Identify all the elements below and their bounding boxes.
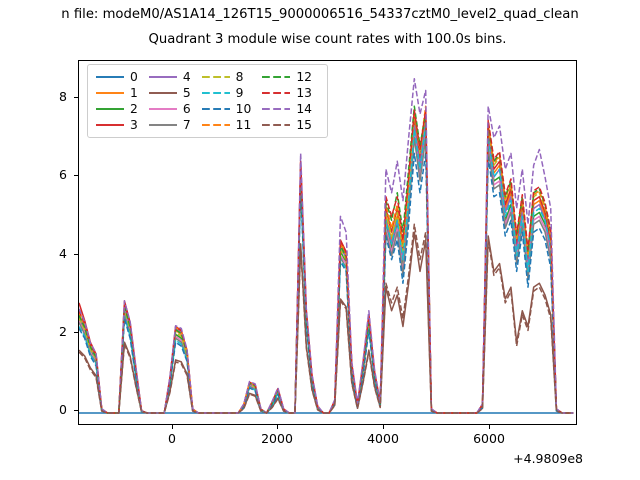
- xtick-label-4000: 4000: [367, 431, 399, 446]
- ytick-mark-8: [74, 97, 78, 99]
- legend-swatch-12: [260, 69, 292, 85]
- legend-label-12: 12: [296, 70, 312, 84]
- legend-swatch-3: [94, 117, 126, 133]
- legend-line-2: [96, 107, 124, 111]
- legend-line-7: [148, 123, 177, 127]
- legend-line-6: [148, 107, 177, 111]
- legend-label-0: 0: [130, 70, 138, 84]
- legend-swatch-4: [147, 69, 179, 85]
- legend-label-10: 10: [235, 102, 252, 116]
- legend-label-13: 13: [296, 86, 312, 100]
- legend-label-2: 2: [130, 102, 138, 116]
- ytick-label-6: 6: [59, 167, 67, 182]
- legend-label-1: 1: [130, 86, 138, 100]
- legend-label-3: 3: [130, 118, 138, 132]
- legend-line-12: [262, 75, 291, 79]
- legend-line-3: [96, 123, 124, 127]
- series-line-5: [79, 231, 574, 414]
- ytick-mark-0: [74, 410, 78, 412]
- legend-line-10: [201, 107, 230, 111]
- legend-line-4: [148, 75, 177, 79]
- legend-swatch-6: [147, 101, 179, 117]
- legend-label-6: 6: [182, 102, 191, 116]
- ytick-mark-4: [74, 254, 78, 256]
- legend-label-5: 5: [182, 86, 191, 100]
- legend-line-8: [201, 75, 230, 79]
- legend-swatch-13: [260, 85, 292, 101]
- axes-title: Quadrant 3 module wise count rates with …: [148, 32, 507, 47]
- series-line-15: [79, 223, 574, 414]
- legend-label-7: 7: [182, 118, 191, 132]
- legend-swatch-2: [94, 101, 126, 117]
- ytick-label-8: 8: [59, 89, 67, 104]
- ytick-label-2: 2: [59, 324, 67, 339]
- legend-row: 3 7 11 15: [94, 117, 321, 133]
- legend: 0 4 8 12 1 5 9 13 2 6 10 14 3 7 11 15: [87, 64, 328, 138]
- legend-label-14: 14: [296, 102, 312, 116]
- legend-label-8: 8: [235, 70, 244, 84]
- legend-row: 0 4 8 12: [94, 69, 321, 85]
- xtick-label-2000: 2000: [261, 431, 293, 446]
- legend-swatch-5: [147, 85, 179, 101]
- legend-swatch-10: [200, 101, 232, 117]
- series-line-10: [79, 152, 574, 414]
- legend-line-14: [262, 107, 291, 111]
- legend-swatch-8: [200, 69, 232, 85]
- legend-label-4: 4: [182, 70, 191, 84]
- legend-line-0: [96, 75, 124, 79]
- legend-label-11: 11: [235, 118, 252, 132]
- xtick-mark-2000: [277, 425, 279, 429]
- ytick-mark-6: [74, 175, 78, 177]
- legend-swatch-7: [147, 117, 179, 133]
- legend-swatch-9: [200, 85, 232, 101]
- legend-label-9: 9: [235, 86, 244, 100]
- legend-swatch-15: [260, 117, 292, 133]
- plot-lines: [79, 77, 574, 414]
- ytick-mark-2: [74, 332, 78, 334]
- ytick-label-0: 0: [59, 402, 67, 417]
- legend-row: 1 5 9 13: [94, 85, 321, 101]
- legend-line-13: [262, 91, 291, 95]
- legend-row: 2 6 10 14: [94, 101, 321, 117]
- legend-label-15: 15: [296, 118, 312, 132]
- legend-line-9: [201, 91, 230, 95]
- xtick-mark-4000: [383, 425, 385, 429]
- legend-swatch-1: [94, 85, 126, 101]
- ytick-label-4: 4: [59, 246, 67, 261]
- legend-table: 0 4 8 12 1 5 9 13 2 6 10 14 3 7 11 15: [94, 69, 321, 133]
- legend-swatch-11: [200, 117, 232, 133]
- suptitle-text: n file: modeM0/AS1A14_126T15_9000006516_…: [61, 7, 579, 22]
- series-line-6: [79, 133, 574, 414]
- xtick-label-6000: 6000: [473, 431, 505, 446]
- legend-line-1: [96, 91, 124, 95]
- legend-line-5: [148, 91, 177, 95]
- legend-swatch-14: [260, 101, 292, 117]
- xtick-mark-6000: [489, 425, 491, 429]
- xaxis-offset-text: +4.9809e8: [513, 451, 583, 466]
- legend-line-11: [201, 123, 230, 127]
- xtick-mark-0: [172, 425, 174, 429]
- legend-swatch-0: [94, 69, 126, 85]
- figure-suptitle: n file: modeM0/AS1A14_126T15_9000006516_…: [0, 6, 640, 23]
- xtick-label-0: 0: [168, 431, 176, 446]
- legend-line-15: [262, 123, 291, 127]
